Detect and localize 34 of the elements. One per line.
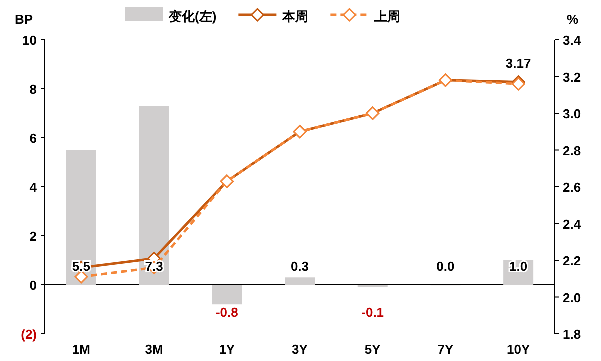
- y2-tick-label: 3.2: [563, 70, 582, 85]
- x-tick-label: 5Y: [364, 342, 382, 357]
- x-tick-label: 1M: [72, 342, 90, 357]
- y-tick-label: 4: [30, 180, 38, 195]
- y2-axis-title: %: [567, 12, 579, 27]
- y2-tick-label: 1.8: [563, 327, 582, 342]
- y-tick-label: 2: [30, 229, 37, 244]
- data-label: -0.1: [362, 305, 384, 320]
- legend-label: 上周: [374, 9, 401, 24]
- y2-tick-label: 2.6: [563, 180, 582, 195]
- y-tick-label: 0: [30, 278, 37, 293]
- data-label: 0.0: [436, 259, 455, 274]
- x-tick-label: 10Y: [507, 342, 530, 357]
- y-tick-label: 6: [30, 131, 37, 146]
- data-label: 1.0: [510, 259, 528, 274]
- y2-tick-label: 3.0: [563, 106, 582, 122]
- annotation: 3.17: [506, 56, 532, 71]
- legend-label: 变化(左): [168, 9, 217, 24]
- y-axis-title: BP: [15, 12, 34, 27]
- x-tick-label: 3Y: [292, 342, 308, 357]
- y2-tick-label: 2.4: [563, 216, 582, 232]
- legend-label: 本周: [282, 9, 309, 24]
- y-tick-label: 10: [22, 33, 37, 48]
- data-label: 0.3: [290, 259, 310, 274]
- x-tick-label: 1Y: [219, 342, 236, 357]
- y2-tick-label: 2.8: [563, 143, 582, 158]
- y2-tick-label: 2.0: [563, 290, 582, 306]
- y-tick-label: 8: [30, 82, 37, 97]
- y2-tick-label: 3.4: [563, 33, 582, 48]
- y2-tick-label: 2.2: [563, 254, 582, 268]
- y-tick-label: (2): [21, 327, 37, 342]
- data-label: -0.8: [216, 305, 238, 320]
- x-tick-label: 3M: [145, 342, 164, 357]
- x-tick-label: 7Y: [438, 342, 454, 357]
